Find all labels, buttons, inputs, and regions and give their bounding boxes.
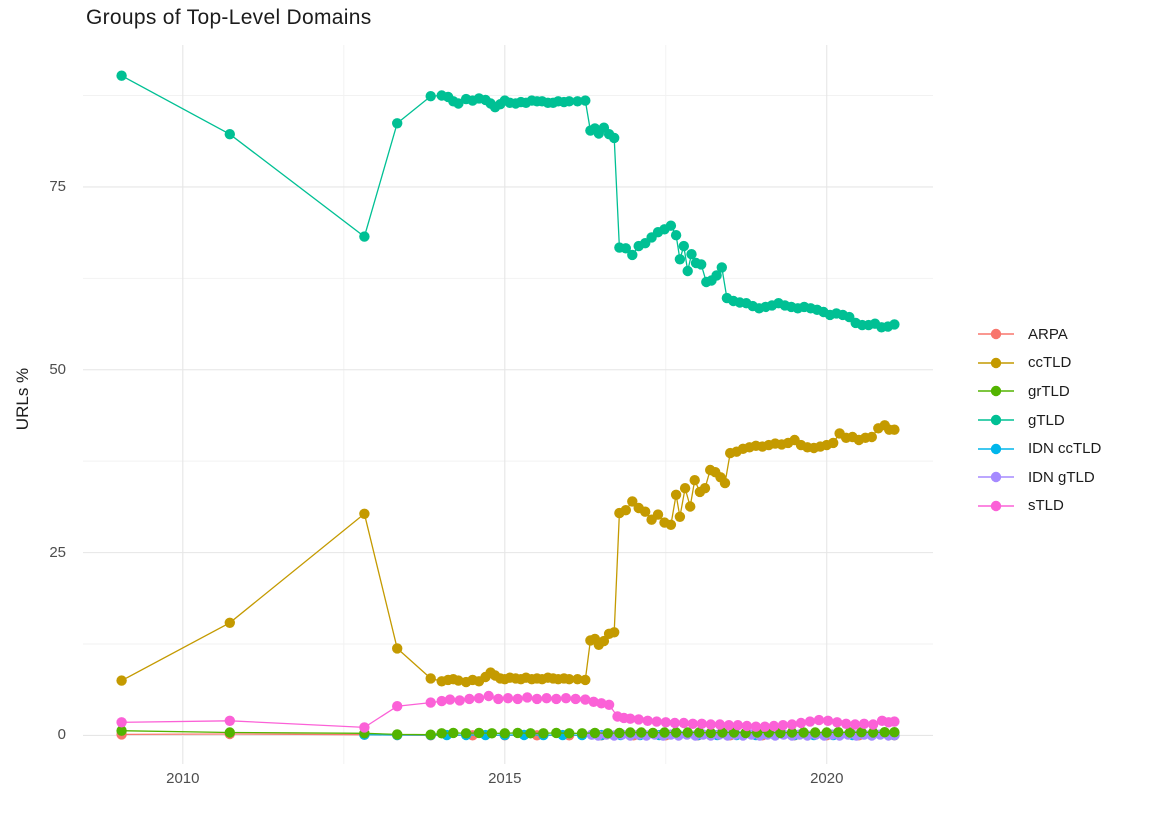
- legend-key-icon: [978, 357, 1014, 369]
- x-tick-label-2020: 2020: [810, 770, 844, 787]
- chart-title: Groups of Top-Level Domains: [86, 6, 372, 29]
- y-tick-label-75: 75: [49, 177, 66, 195]
- legend-key-icon: [978, 500, 1014, 512]
- legend-label: IDN ccTLD: [1028, 440, 1102, 458]
- y-tick-label-0: 0: [57, 726, 66, 744]
- legend-label: ccTLD: [1028, 354, 1072, 372]
- legend-label: sTLD: [1028, 497, 1064, 515]
- legend-label: ARPA: [1028, 325, 1068, 343]
- x-tick-label-2015: 2015: [488, 770, 522, 787]
- legend-item-grtld: grTLD: [978, 377, 1101, 406]
- legend-item-idn-cctld: IDN ccTLD: [978, 434, 1101, 463]
- legend-item-arpa: ARPA: [978, 320, 1101, 349]
- legend-key-icon: [978, 443, 1014, 454]
- x-tick-label-2010: 2010: [166, 770, 200, 787]
- legend-item-idn-gtld: IDN gTLD: [978, 463, 1101, 492]
- legend-key-icon: [978, 386, 1014, 397]
- legend-key-icon: [978, 414, 1014, 426]
- y-tick-label-25: 25: [49, 543, 66, 561]
- legend-key-icon: [978, 472, 1014, 483]
- legend-key-icon: [978, 329, 1014, 340]
- legend: ARPA ccTLD grTLD gTLD IDN ccTLD IDN gTLD…: [978, 320, 1101, 520]
- y-tick-label-50: 50: [49, 360, 66, 378]
- legend-label: gTLD: [1028, 411, 1065, 429]
- legend-item-stld: sTLD: [978, 492, 1101, 521]
- legend-label: IDN gTLD: [1028, 468, 1095, 486]
- legend-label: grTLD: [1028, 382, 1070, 400]
- legend-item-gtld: gTLD: [978, 406, 1101, 435]
- legend-item-cctld: ccTLD: [978, 349, 1101, 378]
